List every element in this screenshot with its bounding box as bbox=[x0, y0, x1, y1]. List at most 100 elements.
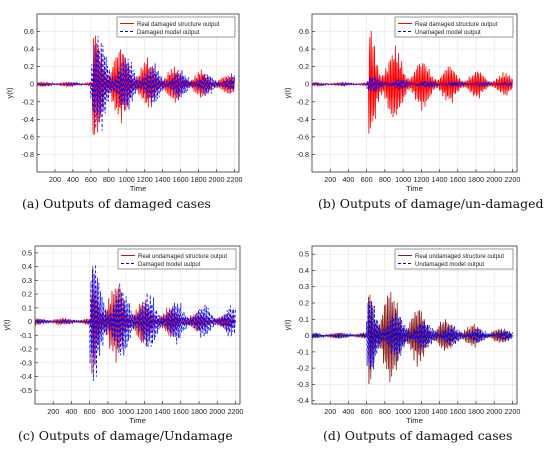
x-tick-label: 200 bbox=[324, 407, 336, 416]
axes-frame bbox=[36, 13, 240, 173]
legend-label-1: Damaged model output bbox=[137, 30, 200, 36]
y-tick-label: -0.6 bbox=[22, 132, 34, 141]
caption-a: (a) Outputs of damaged cases bbox=[22, 196, 211, 211]
legend-label-1: Undamaged model output bbox=[415, 262, 484, 268]
legend-label-0: Real undamaged structure output bbox=[415, 254, 504, 260]
legend-label-0: Real undamaged structure output bbox=[138, 254, 227, 260]
x-tick-label: 1600 bbox=[450, 175, 466, 184]
x-tick-label: 800 bbox=[102, 407, 114, 416]
y-tick-label: -0.2 bbox=[20, 345, 32, 354]
x-tick-label: 800 bbox=[103, 175, 115, 184]
y-tick-label: 0.4 bbox=[299, 266, 309, 275]
x-tick-label: 1400 bbox=[155, 407, 171, 416]
legend-box bbox=[117, 248, 237, 270]
x-tick-label: 600 bbox=[84, 407, 96, 416]
x-tick-label: 800 bbox=[379, 175, 391, 184]
y-tick-label: -0.2 bbox=[297, 364, 309, 373]
y-axis-label: y(t) bbox=[2, 319, 11, 330]
y-tick-label: -0.3 bbox=[297, 380, 309, 389]
x-tick-label: 2000 bbox=[486, 175, 502, 184]
x-tick-label: 1000 bbox=[395, 407, 411, 416]
x-tick-label: 200 bbox=[324, 175, 336, 184]
y-tick-label: -0.2 bbox=[297, 97, 309, 106]
y-tick-label: -0.2 bbox=[22, 97, 34, 106]
caption-d: (d) Outputs of damaged cases bbox=[323, 428, 513, 443]
x-tick-label: 2000 bbox=[486, 407, 502, 416]
y-tick-label: -0.4 bbox=[22, 115, 34, 124]
y-tick-label: 0 bbox=[28, 317, 32, 326]
x-tick-label: 1000 bbox=[119, 175, 135, 184]
x-tick-label: 800 bbox=[379, 407, 391, 416]
x-tick-label: 1600 bbox=[173, 407, 189, 416]
x-tick-label: 2000 bbox=[209, 407, 225, 416]
x-axis-label: Time bbox=[130, 184, 147, 193]
caption-b: (b) Outputs of damage/un-damaged bbox=[318, 196, 544, 211]
x-tick-label: 200 bbox=[47, 407, 59, 416]
y-tick-label: -0.4 bbox=[20, 372, 32, 381]
y-tick-label: 0.1 bbox=[22, 303, 32, 312]
x-tick-label: 400 bbox=[342, 175, 354, 184]
x-tick-label: 1800 bbox=[191, 407, 207, 416]
legend-label-0: Real damaged structure output bbox=[137, 22, 220, 28]
y-tick-label: -0.1 bbox=[297, 347, 309, 356]
legend-label-1: Unamaged model output bbox=[415, 30, 481, 36]
x-tick-label: 600 bbox=[85, 175, 97, 184]
legend-box bbox=[116, 16, 236, 38]
x-tick-label: 1400 bbox=[155, 175, 171, 184]
y-tick-label: -0.8 bbox=[22, 150, 34, 159]
x-tick-label: 1800 bbox=[191, 175, 207, 184]
y-tick-label: 0.2 bbox=[299, 299, 309, 308]
chart-panel-2: 200 400 600 800 1000 1200 1400 1600 1800 2000 2200… bbox=[2, 245, 243, 425]
x-tick-label: 2000 bbox=[209, 175, 225, 184]
x-tick-label: 1000 bbox=[395, 175, 411, 184]
legend-box bbox=[394, 16, 514, 38]
x-tick-label: 2200 bbox=[504, 407, 520, 416]
legend-box bbox=[394, 248, 514, 270]
axes-frame bbox=[311, 245, 518, 405]
y-tick-label: 0.4 bbox=[24, 45, 34, 54]
x-tick-label: 400 bbox=[342, 407, 354, 416]
y-tick-label: 0 bbox=[30, 80, 34, 89]
x-tick-label: 1200 bbox=[413, 175, 429, 184]
plot-area bbox=[312, 14, 517, 172]
y-tick-label: 0.2 bbox=[299, 62, 309, 71]
x-axis-label: Time bbox=[129, 416, 146, 425]
y-axis-label: y(t) bbox=[5, 87, 14, 98]
y-tick-label: 0.3 bbox=[299, 282, 309, 291]
y-tick-label: -0.4 bbox=[297, 115, 309, 124]
x-tick-label: 1200 bbox=[413, 407, 429, 416]
series-line-1 bbox=[312, 76, 513, 92]
y-axis-label: y(t) bbox=[283, 319, 292, 330]
y-tick-label: -0.3 bbox=[20, 358, 32, 367]
x-tick-label: 1200 bbox=[136, 407, 152, 416]
legend: Real undamaged structure output Damaged m… bbox=[117, 248, 237, 270]
chart-panel-1: 200 400 600 800 1000 1200 1400 1600 1800 2000 2200… bbox=[283, 13, 520, 193]
y-tick-label: -0.4 bbox=[297, 396, 309, 405]
y-tick-label: 0.4 bbox=[22, 262, 32, 271]
y-tick-label: 0.2 bbox=[22, 290, 32, 299]
x-tick-label: 200 bbox=[49, 175, 61, 184]
axes-frame bbox=[34, 245, 241, 405]
y-tick-label: 0.5 bbox=[299, 250, 309, 259]
x-tick-label: 2200 bbox=[504, 175, 520, 184]
plot-area bbox=[37, 14, 239, 172]
y-tick-label: -0.1 bbox=[20, 331, 32, 340]
x-tick-label: 1800 bbox=[468, 175, 484, 184]
x-tick-label: 600 bbox=[361, 175, 373, 184]
chart-panel-3: 200 400 600 800 1000 1200 1400 1600 1800 2000 2200… bbox=[283, 245, 520, 425]
y-tick-label: 0.5 bbox=[22, 248, 32, 257]
caption-c: (c) Outputs of damage/Undamage bbox=[18, 428, 233, 443]
x-tick-label: 2200 bbox=[227, 407, 243, 416]
y-tick-label: 0.6 bbox=[299, 27, 309, 36]
series-line-1 bbox=[37, 36, 235, 131]
x-tick-label: 1000 bbox=[118, 407, 134, 416]
x-tick-label: 1400 bbox=[432, 175, 448, 184]
y-tick-label: -0.6 bbox=[297, 132, 309, 141]
x-tick-label: 1200 bbox=[137, 175, 153, 184]
legend: Real damaged structure output Unamaged mo… bbox=[394, 16, 514, 38]
x-axis-label: Time bbox=[406, 184, 423, 193]
legend-label-0: Real damaged structure output bbox=[415, 22, 498, 28]
x-tick-label: 600 bbox=[361, 407, 373, 416]
y-tick-label: 0.3 bbox=[22, 276, 32, 285]
